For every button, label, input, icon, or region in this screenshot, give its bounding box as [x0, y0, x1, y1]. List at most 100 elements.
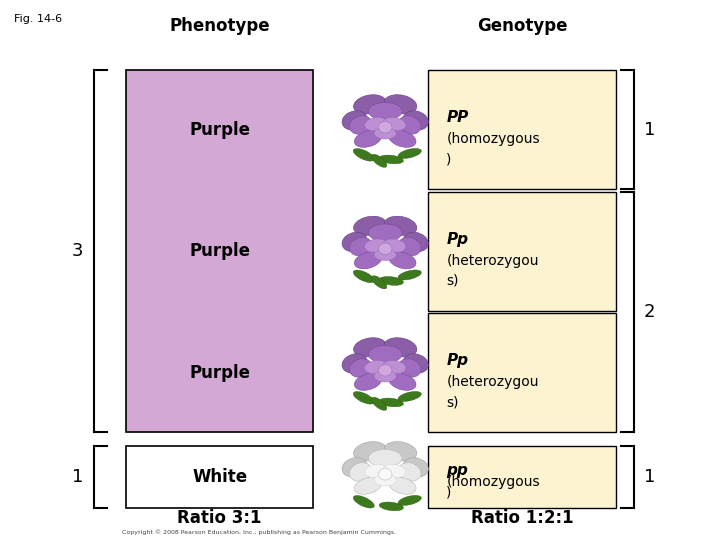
Ellipse shape	[372, 154, 387, 167]
Text: Purple: Purple	[189, 120, 250, 139]
Ellipse shape	[383, 239, 406, 252]
Ellipse shape	[369, 224, 402, 241]
Text: Pp: Pp	[446, 353, 469, 368]
Ellipse shape	[349, 463, 372, 481]
Ellipse shape	[384, 442, 417, 461]
Ellipse shape	[372, 397, 387, 410]
Ellipse shape	[384, 216, 417, 235]
Text: Purple: Purple	[189, 242, 250, 260]
Ellipse shape	[389, 477, 416, 494]
Ellipse shape	[403, 232, 428, 252]
Ellipse shape	[398, 148, 421, 158]
Ellipse shape	[383, 464, 406, 478]
Ellipse shape	[374, 475, 396, 486]
Ellipse shape	[369, 346, 402, 363]
Text: ): )	[446, 485, 451, 499]
Ellipse shape	[383, 361, 406, 374]
Text: pp: pp	[446, 463, 468, 478]
Text: White: White	[192, 468, 247, 485]
Ellipse shape	[379, 502, 403, 511]
Ellipse shape	[398, 495, 421, 505]
Ellipse shape	[354, 148, 374, 161]
Ellipse shape	[384, 94, 417, 114]
Ellipse shape	[379, 155, 403, 164]
Bar	[428, 192, 616, 310]
Ellipse shape	[379, 122, 392, 133]
Ellipse shape	[389, 130, 416, 147]
Bar	[428, 313, 616, 432]
Ellipse shape	[354, 130, 382, 147]
Ellipse shape	[349, 359, 372, 377]
Text: s): s)	[446, 395, 459, 409]
Ellipse shape	[342, 232, 367, 252]
Ellipse shape	[379, 398, 403, 407]
Ellipse shape	[354, 392, 374, 404]
Ellipse shape	[364, 464, 387, 478]
Ellipse shape	[354, 252, 382, 269]
Text: 2: 2	[644, 303, 655, 321]
Text: 1: 1	[72, 468, 84, 485]
Ellipse shape	[379, 364, 392, 376]
Ellipse shape	[354, 338, 386, 357]
Ellipse shape	[403, 354, 428, 373]
Bar	[126, 446, 313, 508]
Text: Genotype: Genotype	[477, 17, 567, 35]
Ellipse shape	[403, 111, 428, 130]
Ellipse shape	[364, 118, 387, 131]
Ellipse shape	[354, 442, 386, 461]
Text: Ratio 3:1: Ratio 3:1	[177, 509, 262, 528]
Text: (homozygous: (homozygous	[446, 475, 540, 489]
Ellipse shape	[374, 249, 396, 260]
Text: 1: 1	[644, 468, 655, 485]
Text: s): s)	[446, 274, 459, 288]
Text: (heterozygou: (heterozygou	[446, 254, 539, 268]
Ellipse shape	[398, 359, 421, 377]
Text: ): )	[446, 152, 451, 166]
Text: (homozygous: (homozygous	[446, 132, 540, 146]
Ellipse shape	[354, 270, 374, 282]
Ellipse shape	[354, 373, 382, 390]
Text: 3: 3	[72, 242, 84, 260]
Ellipse shape	[354, 94, 386, 114]
Ellipse shape	[349, 116, 372, 134]
Ellipse shape	[374, 370, 396, 382]
Text: Copyright © 2008 Pearson Education, Inc., publishing as Pearson Benjamin Cumming: Copyright © 2008 Pearson Education, Inc.…	[122, 529, 397, 535]
Ellipse shape	[369, 103, 402, 120]
Ellipse shape	[403, 458, 428, 477]
Ellipse shape	[384, 338, 417, 357]
Ellipse shape	[398, 116, 421, 134]
Ellipse shape	[354, 496, 374, 508]
Text: 1: 1	[644, 120, 655, 139]
Bar	[126, 70, 313, 432]
Ellipse shape	[374, 127, 396, 139]
Ellipse shape	[372, 276, 387, 289]
Text: Phenotype: Phenotype	[169, 17, 270, 35]
Ellipse shape	[398, 463, 421, 481]
Text: (heterozygou: (heterozygou	[446, 375, 539, 389]
Text: PP: PP	[446, 110, 469, 125]
Ellipse shape	[379, 243, 392, 254]
Ellipse shape	[349, 237, 372, 256]
Ellipse shape	[398, 237, 421, 256]
Ellipse shape	[379, 276, 403, 285]
Ellipse shape	[383, 118, 406, 131]
Ellipse shape	[364, 239, 387, 252]
Ellipse shape	[389, 252, 416, 269]
Ellipse shape	[389, 373, 416, 390]
Ellipse shape	[354, 477, 382, 494]
Ellipse shape	[398, 392, 421, 401]
Text: Fig. 14-6: Fig. 14-6	[14, 14, 63, 24]
Ellipse shape	[398, 270, 421, 280]
Bar	[428, 70, 616, 189]
Ellipse shape	[342, 354, 367, 373]
Bar	[428, 446, 616, 508]
Ellipse shape	[354, 216, 386, 235]
Ellipse shape	[342, 111, 367, 130]
Ellipse shape	[369, 449, 402, 467]
Ellipse shape	[342, 458, 367, 477]
Text: Pp: Pp	[446, 232, 469, 247]
Text: Purple: Purple	[189, 363, 250, 382]
Ellipse shape	[364, 361, 387, 374]
Ellipse shape	[379, 469, 392, 480]
Text: Ratio 1:2:1: Ratio 1:2:1	[471, 509, 573, 528]
